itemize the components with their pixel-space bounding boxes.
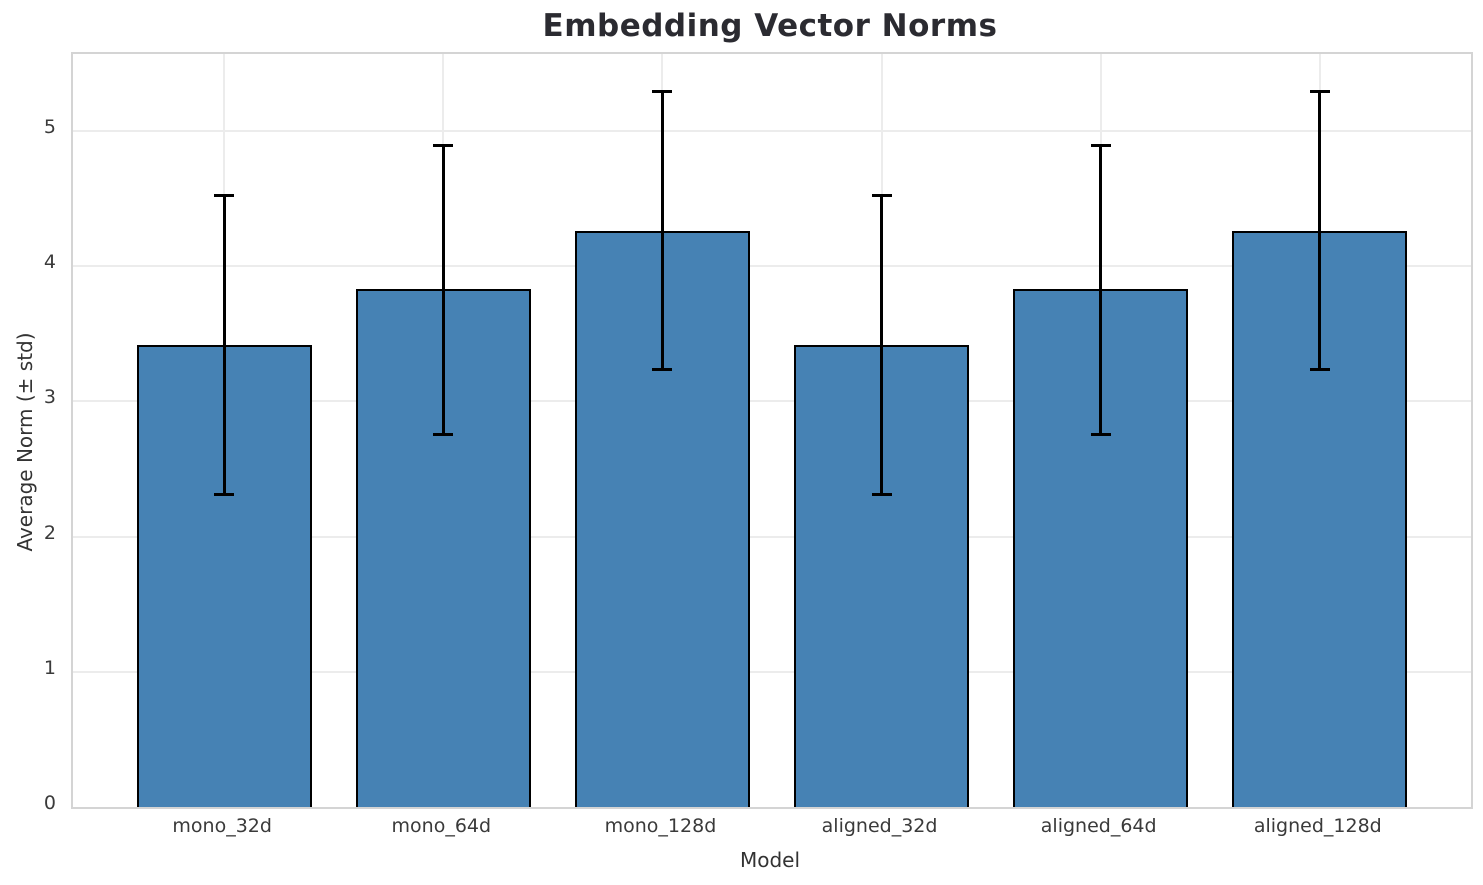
h-gridline: [73, 670, 1471, 673]
error-bar-cap-bottom: [214, 492, 235, 496]
error-bar-line: [1099, 144, 1103, 436]
error-bar-cap-top: [871, 193, 892, 197]
y-tick-label: 2: [43, 521, 56, 544]
error-bar-line: [880, 194, 884, 495]
y-tick-label: 5: [43, 116, 56, 139]
h-gridline: [73, 400, 1471, 403]
chart-title: Embedding Vector Norms: [542, 8, 998, 44]
x-tick-label-aligned_64d: aligned_64d: [1040, 815, 1157, 837]
error-bar-cap-bottom: [652, 368, 673, 372]
plot-area: [71, 52, 1473, 809]
error-bar-line: [1318, 90, 1322, 371]
y-tick-label: 0: [43, 792, 56, 814]
error-bar-line: [441, 144, 445, 436]
error-bar-cap-bottom: [1090, 433, 1111, 437]
error-bar-cap-top: [433, 143, 454, 147]
y-tick-label: 4: [43, 251, 56, 274]
error-bar-cap-bottom: [871, 492, 892, 496]
y-tick-label: 1: [43, 656, 56, 679]
x-tick-label-mono_64d: mono_64d: [391, 815, 492, 837]
error-bar-cap-bottom: [433, 433, 454, 437]
x-tick-label-mono_128d: mono_128d: [604, 815, 717, 837]
x-axis-label: Model: [739, 848, 801, 872]
x-tick-label-aligned_32d: aligned_32d: [821, 815, 938, 837]
x-tick-label-aligned_128d: aligned_128d: [1253, 815, 1382, 837]
h-gridline: [73, 535, 1471, 538]
h-gridline: [73, 265, 1471, 268]
y-tick-label: 3: [43, 386, 56, 409]
error-bar-cap-bottom: [1309, 368, 1330, 372]
x-tick-label-mono_32d: mono_32d: [172, 815, 272, 837]
h-gridline: [73, 130, 1471, 133]
error-bar-cap-top: [1090, 143, 1111, 147]
error-bar-cap-top: [652, 89, 673, 93]
error-bar-cap-top: [214, 193, 235, 197]
y-axis-label: Average Norm (± std): [13, 332, 37, 552]
error-bar-cap-top: [1309, 89, 1330, 93]
error-bar-line: [660, 90, 664, 371]
error-bar-line: [222, 194, 226, 495]
